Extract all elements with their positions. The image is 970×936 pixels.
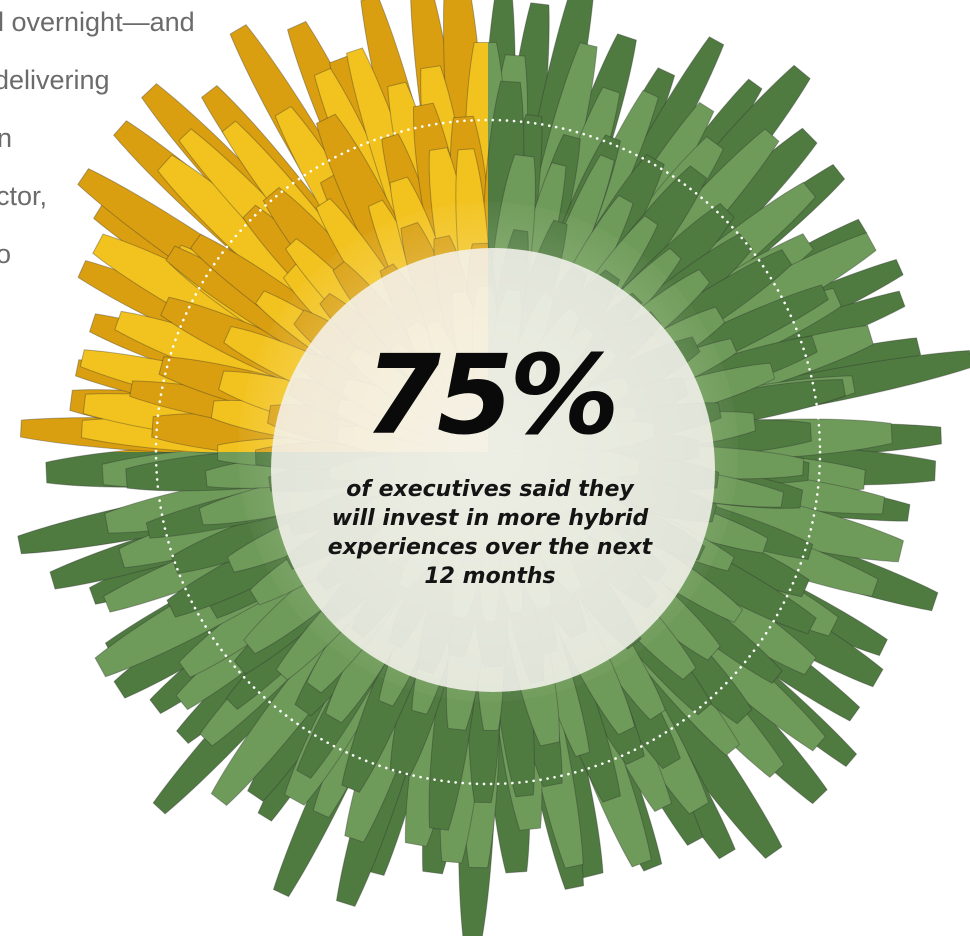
- stat-caption: of executives said they will invest in m…: [290, 475, 690, 591]
- body-text-line: o: [0, 239, 12, 269]
- stat-caption-line: will invest in more hybrid: [331, 506, 649, 531]
- body-text-line: n: [0, 123, 13, 153]
- body-text-line: delivering: [0, 65, 110, 95]
- body-text: l overnight—and delivering n ctor, o: [0, 0, 300, 280]
- center-disc: [271, 248, 715, 692]
- stat-caption-line: 12 months: [424, 564, 556, 589]
- body-text-line: ctor,: [0, 181, 48, 211]
- dotted-ring: [154, 118, 822, 786]
- stat-callout: 75% of executives said they will invest …: [270, 245, 710, 685]
- body-text-line: l overnight—and: [0, 7, 195, 37]
- stat-value: 75%: [364, 331, 619, 459]
- stat-caption-line: of executives said they: [346, 477, 634, 502]
- stat-caption-line: experiences over the next: [327, 535, 653, 560]
